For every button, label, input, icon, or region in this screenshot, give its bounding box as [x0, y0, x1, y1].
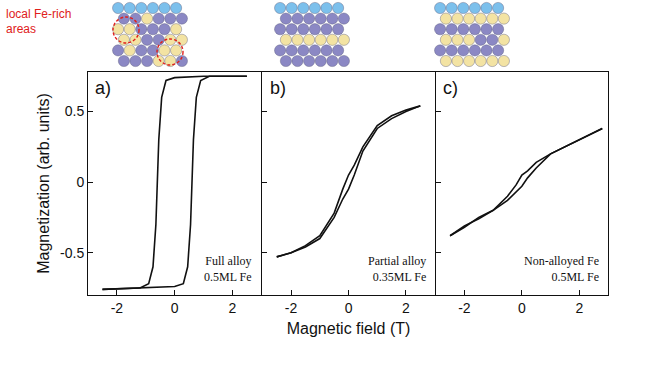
svg-text:2: 2: [575, 300, 583, 316]
svg-text:Magnetization (arb. units): Magnetization (arb. units): [35, 93, 52, 274]
svg-text:-2: -2: [458, 300, 471, 316]
svg-text:0: 0: [171, 300, 179, 316]
svg-text:Partial alloy0.35ML Fe: Partial alloy0.35ML Fe: [368, 254, 426, 284]
svg-text:Full alloy0.5ML Fe: Full alloy0.5ML Fe: [204, 254, 252, 284]
svg-text:0: 0: [518, 300, 526, 316]
svg-text:local Fe-rich: local Fe-rich: [6, 7, 71, 21]
svg-text:2: 2: [229, 300, 237, 316]
svg-text:areas: areas: [6, 22, 36, 36]
svg-text:-2: -2: [285, 300, 298, 316]
svg-text:Non-alloyed Fe0.5ML Fe: Non-alloyed Fe0.5ML Fe: [524, 254, 599, 284]
svg-text:c): c): [443, 78, 458, 98]
svg-text:-0.5: -0.5: [60, 245, 84, 261]
svg-text:2: 2: [402, 300, 410, 316]
svg-text:0.5: 0.5: [65, 103, 85, 119]
svg-text:a): a): [95, 78, 111, 98]
svg-text:0: 0: [345, 300, 353, 316]
svg-text:b): b): [270, 78, 286, 98]
svg-text:-2: -2: [111, 300, 124, 316]
svg-text:0: 0: [76, 174, 84, 190]
svg-text:Magnetic field (T): Magnetic field (T): [287, 320, 411, 337]
